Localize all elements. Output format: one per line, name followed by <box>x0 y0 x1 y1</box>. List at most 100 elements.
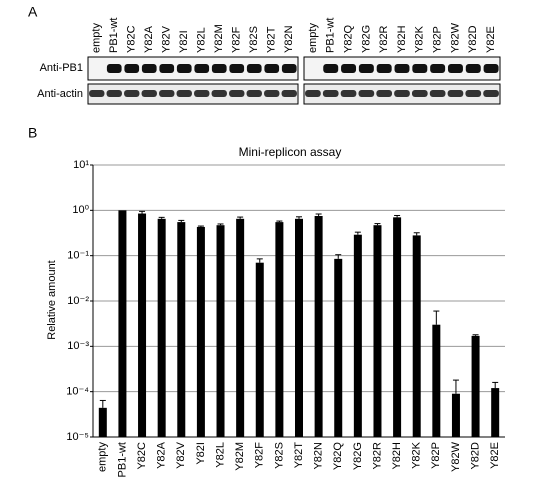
band <box>281 64 297 73</box>
x-tick-label: Y82I <box>195 442 207 465</box>
lane-label: Y82G <box>360 25 372 53</box>
band <box>89 90 105 97</box>
band <box>229 64 245 73</box>
lane-label: Y82P <box>432 26 444 53</box>
band <box>322 90 339 97</box>
band <box>447 90 464 97</box>
lane-label: Y82I <box>178 30 190 53</box>
band <box>159 64 175 73</box>
x-tick-label: Y82R <box>371 442 383 470</box>
bar <box>177 222 186 437</box>
x-tick-label: empty <box>97 442 109 472</box>
band <box>159 90 175 97</box>
bar <box>491 388 500 437</box>
x-tick-label: Y82T <box>293 442 305 469</box>
lane-label: empty <box>91 23 103 53</box>
band <box>141 64 157 73</box>
blot-frame <box>87 56 299 81</box>
band <box>211 64 227 73</box>
y-axis-label: Relative amount <box>46 260 58 340</box>
bar <box>157 218 166 437</box>
band <box>264 64 280 73</box>
panel-label: A <box>28 4 38 20</box>
x-tick-label: Y82L <box>214 442 226 468</box>
lane-label: Y82Q <box>342 24 354 53</box>
x-tick-label: Y82Q <box>332 442 344 471</box>
band <box>141 90 157 97</box>
y-tick-label: 10⁻³ <box>67 340 89 352</box>
row-label: Anti-PB1 <box>40 62 83 74</box>
bar <box>334 258 343 437</box>
bar <box>236 218 245 437</box>
band <box>358 64 374 73</box>
band <box>430 64 446 73</box>
x-tick-label: Y82P <box>430 442 442 469</box>
y-tick-label: 10⁻¹ <box>67 250 89 262</box>
panel-label: B <box>28 125 37 141</box>
band <box>376 64 392 73</box>
x-tick-label: Y82H <box>391 442 403 470</box>
y-tick-label: 10⁻² <box>67 295 89 307</box>
bar <box>196 226 205 437</box>
x-tick-label: Y82M <box>234 442 246 471</box>
band <box>246 90 262 97</box>
band <box>194 64 210 73</box>
lane-label: Y82V <box>161 25 173 53</box>
bar <box>295 218 303 437</box>
band <box>264 90 280 97</box>
lane-label: empty <box>307 23 319 53</box>
y-tick-label: 10⁻⁴ <box>66 386 89 398</box>
lane-label: Y82R <box>378 25 390 53</box>
y-tick-label: 10¹ <box>73 159 89 171</box>
x-tick-label: PB1-wt <box>116 442 128 477</box>
band <box>447 64 463 73</box>
bar <box>314 215 323 437</box>
blot-frame <box>87 83 299 105</box>
bar <box>451 393 460 437</box>
band <box>412 64 428 73</box>
bar <box>432 324 441 437</box>
bar <box>98 407 107 437</box>
lane-label: Y82L <box>196 27 208 53</box>
lane-label: PB1-wt <box>325 18 337 53</box>
x-tick-label: Y82D <box>469 442 481 470</box>
lane-label: Y82C <box>126 25 138 53</box>
band <box>281 90 297 97</box>
row-label: Anti-actin <box>37 88 83 100</box>
band <box>340 90 357 97</box>
x-tick-label: Y82E <box>489 442 501 469</box>
lane-label: Y82S <box>248 26 260 53</box>
band <box>394 64 410 73</box>
lane-label: Y82A <box>143 25 155 53</box>
band <box>106 90 122 97</box>
band <box>305 90 321 97</box>
x-tick-label: Y82W <box>450 441 462 472</box>
x-tick-label: Y82F <box>254 442 266 469</box>
chart-title: Mini-replicon assay <box>239 145 342 159</box>
band <box>341 64 357 73</box>
band <box>194 90 210 97</box>
lane-label: Y82M <box>213 24 225 53</box>
bar <box>138 213 147 437</box>
band <box>246 64 262 73</box>
lane-label: Y82F <box>231 26 243 53</box>
bar <box>471 335 480 437</box>
band <box>106 64 122 73</box>
x-tick-label: Y82N <box>313 442 325 470</box>
x-tick-label: Y82S <box>273 442 285 469</box>
band <box>411 90 428 97</box>
lane-label: Y82K <box>414 25 426 53</box>
x-tick-label: Y82G <box>352 442 364 470</box>
band <box>229 90 245 97</box>
bar <box>412 235 421 437</box>
band <box>176 90 192 97</box>
lane-label: Y82T <box>266 26 278 53</box>
bar <box>118 210 127 437</box>
y-tick-label: 10⁰ <box>72 204 89 216</box>
x-tick-label: Y82A <box>156 441 168 469</box>
band <box>211 90 227 97</box>
bar <box>373 225 382 437</box>
bar <box>353 234 362 437</box>
lane-label: PB1-wt <box>108 18 120 53</box>
bar <box>393 217 402 437</box>
